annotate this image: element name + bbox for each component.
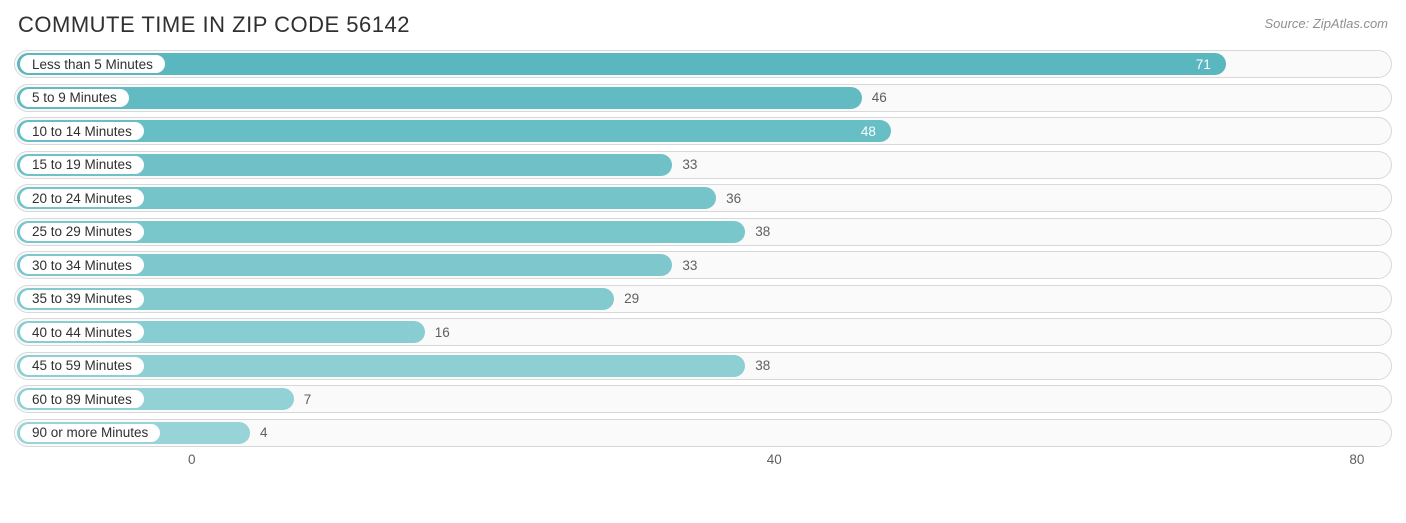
bar-value-label: 16 [435,318,450,346]
bar-row: 45 to 59 Minutes 38 [14,352,1392,380]
bar-category-label: 90 or more Minutes [20,424,160,442]
bar-value-label: 71 [1196,50,1211,78]
bar-value-label: 33 [682,151,697,179]
bar-row: 5 to 9 Minutes 46 [14,84,1392,112]
bar-value-label: 46 [872,84,887,112]
bar-row: 10 to 14 Minutes 48 [14,117,1392,145]
bars-area: Less than 5 Minutes 71 5 to 9 Minutes 46 10 … [0,46,1406,447]
bar-category-label: 45 to 59 Minutes [20,357,144,375]
bar-category-label: 5 to 9 Minutes [20,89,129,107]
bar-fill [17,53,1226,75]
bar-row: 15 to 19 Minutes 33 [14,151,1392,179]
bar-category-label: 25 to 29 Minutes [20,223,144,241]
bar-row: 35 to 39 Minutes 29 [14,285,1392,313]
bar-value-label: 38 [755,218,770,246]
chart-source: Source: ZipAtlas.com [1264,12,1388,31]
chart-header: COMMUTE TIME IN ZIP CODE 56142 Source: Z… [0,0,1406,46]
bar-value-label: 29 [624,285,639,313]
bar-category-label: Less than 5 Minutes [20,55,165,73]
bar-category-label: 60 to 89 Minutes [20,390,144,408]
bar-category-label: 20 to 24 Minutes [20,189,144,207]
bar-row: 25 to 29 Minutes 38 [14,218,1392,246]
bar-category-label: 10 to 14 Minutes [20,122,144,140]
x-axis: 0 40 80 [14,452,1392,482]
bar-category-label: 35 to 39 Minutes [20,290,144,308]
x-axis-tick: 0 [188,452,196,467]
bar-value-label: 38 [755,352,770,380]
bar-value-label: 7 [304,385,312,413]
bar-row: 60 to 89 Minutes 7 [14,385,1392,413]
bar-value-label: 36 [726,184,741,212]
x-axis-tick: 80 [1349,452,1364,467]
chart-title: COMMUTE TIME IN ZIP CODE 56142 [18,12,410,38]
bar-fill [17,120,891,142]
bar-row: Less than 5 Minutes 71 [14,50,1392,78]
bar-fill [17,87,862,109]
x-axis-tick: 40 [767,452,782,467]
bar-category-label: 15 to 19 Minutes [20,156,144,174]
bar-row: 90 or more Minutes 4 [14,419,1392,447]
bar-row: 30 to 34 Minutes 33 [14,251,1392,279]
bar-category-label: 40 to 44 Minutes [20,323,144,341]
commute-time-chart: COMMUTE TIME IN ZIP CODE 56142 Source: Z… [0,0,1406,523]
bar-value-label: 48 [861,117,876,145]
bar-row: 40 to 44 Minutes 16 [14,318,1392,346]
bar-value-label: 33 [682,251,697,279]
bar-row: 20 to 24 Minutes 36 [14,184,1392,212]
bar-value-label: 4 [260,419,268,447]
bar-category-label: 30 to 34 Minutes [20,256,144,274]
